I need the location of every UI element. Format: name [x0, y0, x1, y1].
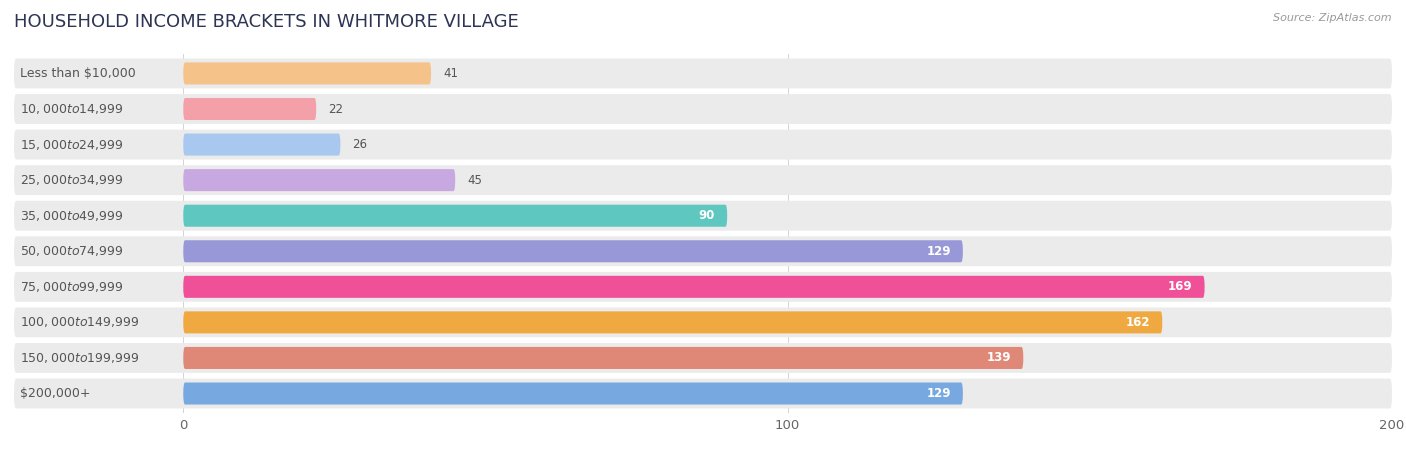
Text: 169: 169: [1168, 280, 1192, 293]
Text: 41: 41: [443, 67, 458, 80]
Text: $200,000+: $200,000+: [20, 387, 90, 400]
FancyBboxPatch shape: [183, 240, 963, 262]
Text: $50,000 to $74,999: $50,000 to $74,999: [20, 244, 124, 258]
Text: 162: 162: [1126, 316, 1150, 329]
Text: $75,000 to $99,999: $75,000 to $99,999: [20, 280, 124, 294]
Text: 45: 45: [467, 174, 482, 187]
FancyBboxPatch shape: [14, 379, 1392, 409]
Text: $35,000 to $49,999: $35,000 to $49,999: [20, 209, 124, 223]
Text: $10,000 to $14,999: $10,000 to $14,999: [20, 102, 124, 116]
FancyBboxPatch shape: [14, 308, 1392, 337]
FancyBboxPatch shape: [183, 98, 316, 120]
Text: $15,000 to $24,999: $15,000 to $24,999: [20, 137, 124, 152]
FancyBboxPatch shape: [183, 133, 340, 156]
Text: $150,000 to $199,999: $150,000 to $199,999: [20, 351, 139, 365]
FancyBboxPatch shape: [14, 130, 1392, 159]
Text: $100,000 to $149,999: $100,000 to $149,999: [20, 315, 139, 330]
Text: 26: 26: [353, 138, 367, 151]
FancyBboxPatch shape: [183, 383, 963, 405]
Text: 129: 129: [927, 387, 950, 400]
FancyBboxPatch shape: [183, 205, 727, 227]
FancyBboxPatch shape: [183, 62, 432, 84]
FancyBboxPatch shape: [183, 276, 1205, 298]
FancyBboxPatch shape: [14, 94, 1392, 124]
Text: 90: 90: [699, 209, 716, 222]
Text: $25,000 to $34,999: $25,000 to $34,999: [20, 173, 124, 187]
FancyBboxPatch shape: [14, 272, 1392, 302]
Text: Source: ZipAtlas.com: Source: ZipAtlas.com: [1274, 13, 1392, 23]
FancyBboxPatch shape: [14, 343, 1392, 373]
FancyBboxPatch shape: [183, 169, 456, 191]
Text: Less than $10,000: Less than $10,000: [20, 67, 136, 80]
FancyBboxPatch shape: [14, 236, 1392, 266]
Text: 22: 22: [329, 102, 343, 115]
FancyBboxPatch shape: [183, 347, 1024, 369]
Text: 129: 129: [927, 245, 950, 258]
FancyBboxPatch shape: [14, 201, 1392, 231]
FancyBboxPatch shape: [183, 311, 1163, 334]
Text: HOUSEHOLD INCOME BRACKETS IN WHITMORE VILLAGE: HOUSEHOLD INCOME BRACKETS IN WHITMORE VI…: [14, 13, 519, 31]
FancyBboxPatch shape: [14, 58, 1392, 88]
FancyBboxPatch shape: [14, 165, 1392, 195]
Text: 139: 139: [987, 352, 1011, 365]
